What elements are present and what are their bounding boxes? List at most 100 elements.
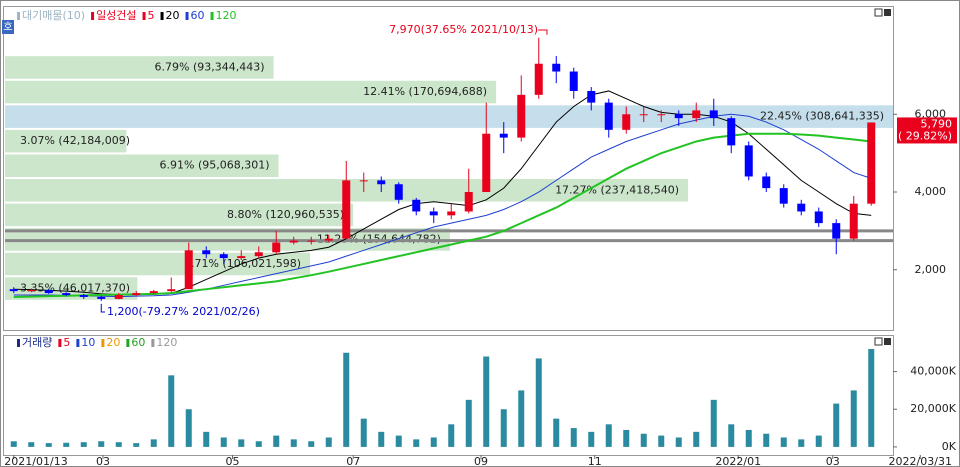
volume-bar xyxy=(780,437,787,447)
volume-bar xyxy=(133,443,140,447)
candle-body xyxy=(97,296,106,299)
volume-bar xyxy=(203,431,210,447)
pane-button[interactable] xyxy=(884,338,891,345)
legend-swatch xyxy=(58,339,62,347)
candle-body xyxy=(727,118,736,146)
candle-body xyxy=(797,203,806,212)
volume-bar xyxy=(45,443,52,447)
y-tick-label: 0K xyxy=(942,440,957,453)
candle-body xyxy=(272,242,281,253)
candle-body xyxy=(482,133,491,193)
volume-bar xyxy=(763,433,770,447)
x-tick-label: 05 xyxy=(226,455,240,467)
volume-bar xyxy=(693,431,700,447)
legend-label: 5 xyxy=(63,336,70,349)
candle-body xyxy=(534,63,543,95)
moving-average-line xyxy=(13,113,872,298)
candle-body xyxy=(9,289,18,292)
legend-label: 10 xyxy=(81,336,95,349)
candle-body xyxy=(762,176,771,189)
volume-bar xyxy=(115,442,122,447)
annotation: 1,200(-79.27% 2021/02/26) xyxy=(107,305,260,318)
volume-profile-label: 8.80% (120,960,535) xyxy=(227,208,344,221)
candle-body xyxy=(552,63,561,72)
volume-bar xyxy=(10,441,17,447)
volume-bar xyxy=(448,424,455,447)
candle-body xyxy=(412,199,421,212)
candle-body xyxy=(867,122,876,204)
candle-body xyxy=(44,289,53,294)
volume-profile-label: 12.41% (170,694,688) xyxy=(363,85,487,98)
candle-body xyxy=(167,289,176,292)
y-tick-label: 4,000 xyxy=(915,185,947,198)
candle-body xyxy=(237,256,246,259)
volume-bar xyxy=(483,356,490,447)
legend-swatch xyxy=(76,339,80,347)
volume-bar xyxy=(605,424,612,447)
candle-body xyxy=(814,211,823,224)
annotation-arrow xyxy=(538,29,548,35)
candle-body xyxy=(692,110,701,119)
volume-profile-label: 6.79% (93,344,443) xyxy=(155,60,265,73)
volume-profile-bar xyxy=(5,129,127,153)
volume-bar xyxy=(868,348,875,447)
volume-bar xyxy=(168,375,175,447)
volume-bar xyxy=(640,433,647,447)
volume-bar xyxy=(325,437,332,447)
volume-bar xyxy=(430,437,437,447)
volume-bar xyxy=(570,428,577,447)
volume-bar xyxy=(360,418,367,447)
legend-label: 일성건설 xyxy=(96,8,136,22)
volume-bar xyxy=(815,435,822,447)
volume-profile-label: 3.07% (42,184,009) xyxy=(20,134,130,147)
volume-bar xyxy=(378,431,385,447)
pane-button[interactable] xyxy=(884,9,891,16)
candle-body xyxy=(149,291,158,294)
candle-body xyxy=(569,71,578,91)
candle-body xyxy=(202,250,211,255)
candle-body xyxy=(657,114,666,116)
candle-body xyxy=(377,180,386,185)
legend-label: 거래량 xyxy=(22,336,52,349)
volume-bar xyxy=(98,441,105,447)
volume-bar xyxy=(220,437,227,447)
candle-body xyxy=(342,180,351,239)
volume-profile-bar xyxy=(5,252,311,276)
candle-body xyxy=(604,102,613,130)
volume-bar xyxy=(728,424,735,447)
volume-bar xyxy=(308,441,315,447)
icon[interactable] xyxy=(2,20,14,34)
candle-body xyxy=(744,145,753,177)
legend-swatch xyxy=(151,339,155,347)
volume-bar xyxy=(710,399,717,447)
candle-body xyxy=(517,94,526,138)
x-tick-label: 2022/03/31 xyxy=(889,455,952,467)
y-tick-label: 40,000K xyxy=(910,365,956,378)
legend-label: 60 xyxy=(191,9,205,22)
volume-profile-bar xyxy=(5,203,354,227)
legend-label: 대기매물(10) xyxy=(22,9,85,22)
x-tick-label: 2021/01/13 xyxy=(4,455,67,467)
candle-body xyxy=(254,252,263,257)
x-tick-label: 2022/01 xyxy=(715,455,761,467)
pane-button[interactable] xyxy=(874,337,883,346)
candle-body xyxy=(447,211,456,216)
x-tick-label: 03 xyxy=(826,455,840,467)
legend-swatch xyxy=(160,12,164,20)
volume-bar xyxy=(535,358,542,447)
volume-bar xyxy=(63,442,70,447)
pane-button[interactable] xyxy=(874,8,883,17)
legend-swatch xyxy=(210,12,214,20)
legend-swatch xyxy=(101,339,105,347)
volume-pane xyxy=(3,335,894,456)
volume-profile-bar xyxy=(5,105,893,128)
x-tick-label: 03 xyxy=(96,455,110,467)
volume-profile-bar xyxy=(5,154,279,178)
candle-body xyxy=(464,192,473,212)
legend-label: 20 xyxy=(106,336,120,349)
y-tick-label: 6,000 xyxy=(915,107,947,120)
candle-body xyxy=(324,238,333,241)
candle-body xyxy=(27,289,36,292)
volume-bar xyxy=(588,431,595,447)
